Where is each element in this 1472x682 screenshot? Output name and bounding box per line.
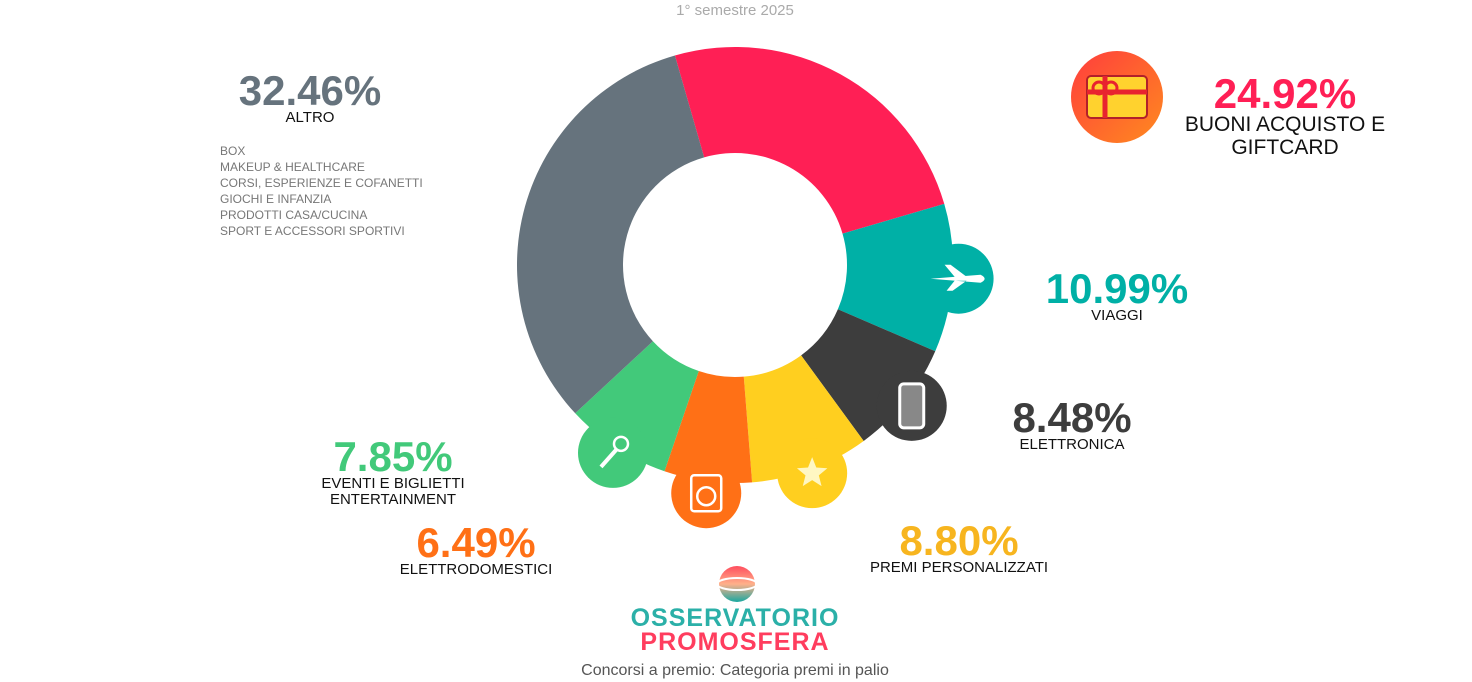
donut-segment xyxy=(664,370,753,484)
category-label: ELETTRODOMESTICI xyxy=(399,561,553,578)
logo-line2: PROMOSFERA xyxy=(640,628,829,656)
mic-head xyxy=(612,435,630,453)
icon-bubble xyxy=(671,458,742,529)
donut-segment xyxy=(674,46,945,234)
category-label: BUONI ACQUISTO E GIFTCARD xyxy=(1184,113,1386,159)
altro-item: PRODOTTI CASA/CUCINA xyxy=(220,208,368,222)
star-icon xyxy=(796,457,828,487)
icon-bubble xyxy=(777,438,848,509)
altro-item: BOX xyxy=(220,144,246,158)
category-label: ALTRO xyxy=(285,109,335,126)
phone-icon xyxy=(898,382,926,430)
category-label: EVENTI E BIGLIETTI ENTERTAINMENT xyxy=(321,475,465,508)
logo-line1: OSSERVATORIO xyxy=(631,604,840,632)
chart-title: Concorsi a premio: Categoria premi in pa… xyxy=(581,662,889,679)
value-label: 8.48% xyxy=(1012,394,1132,441)
plane-icon xyxy=(930,264,985,291)
value-label: 24.92% xyxy=(1213,70,1357,117)
donut-segment xyxy=(801,309,936,441)
donut xyxy=(517,46,994,529)
washer-door xyxy=(695,485,717,507)
altro-item: GIOCHI E INFANZIA xyxy=(220,192,332,206)
gift-icon xyxy=(1071,51,1163,143)
altro-item: MAKEUP & HEALTHCARE xyxy=(220,160,365,174)
value-label: 10.99% xyxy=(1045,265,1189,312)
altro-item: CORSI, ESPERIENZE E COFANETTI xyxy=(220,176,423,190)
category-label: VIAGGI xyxy=(1091,307,1143,324)
donut-segment xyxy=(837,203,953,352)
value-label: 8.80% xyxy=(899,517,1019,564)
value-label: 7.85% xyxy=(333,433,453,480)
bubble xyxy=(671,458,742,529)
value-label: 6.49% xyxy=(416,519,536,566)
subtitle: 1° semestre 2025 xyxy=(676,2,794,19)
icon-bubble xyxy=(577,417,648,488)
icon-bubble xyxy=(923,243,994,314)
altro-item: SPORT E ACCESSORI SPORTIVI xyxy=(220,224,405,238)
value-label: 32.46% xyxy=(238,67,382,114)
mic-icon xyxy=(599,447,619,469)
icon-bubble xyxy=(876,370,947,441)
logo-globe xyxy=(716,566,758,602)
washer-icon xyxy=(689,473,723,513)
category-label: PREMI PERSONALIZZATI xyxy=(869,559,1049,576)
donut-segment xyxy=(517,55,705,414)
category-label: ELETTRONICA xyxy=(1019,436,1125,453)
